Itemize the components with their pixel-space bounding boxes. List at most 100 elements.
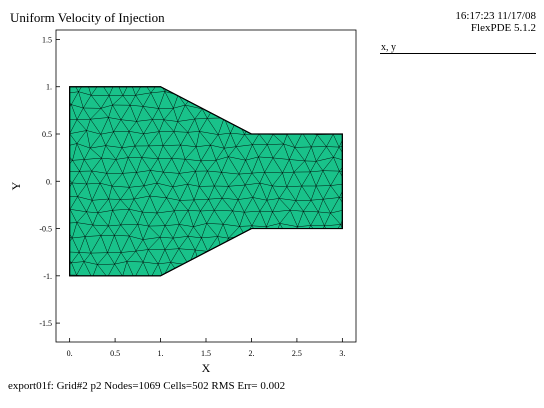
mesh-edge bbox=[243, 262, 252, 276]
mesh-edge bbox=[199, 118, 208, 132]
mesh-edge bbox=[108, 117, 122, 120]
mesh-edge bbox=[187, 236, 202, 239]
mesh-edge bbox=[244, 134, 253, 145]
status-footer: export01f: Grid#2 p2 Nodes=1069 Cells=50… bbox=[8, 380, 286, 392]
mesh-edge bbox=[108, 210, 113, 227]
mesh-edge bbox=[108, 198, 113, 211]
mesh-edge bbox=[208, 277, 218, 288]
mesh-edge bbox=[76, 222, 93, 226]
mesh-edge bbox=[134, 133, 144, 147]
x-tick-label: 0. bbox=[67, 349, 73, 358]
mesh-edge bbox=[340, 250, 343, 265]
mesh-edge bbox=[112, 104, 122, 120]
mesh-edge bbox=[257, 250, 266, 267]
mesh-edge bbox=[193, 186, 200, 200]
y-tick-label: -0.5 bbox=[39, 225, 52, 234]
mesh-edge bbox=[207, 118, 219, 135]
mesh-edge bbox=[244, 172, 253, 186]
mesh-edge bbox=[136, 172, 145, 186]
mesh-edge bbox=[158, 108, 165, 120]
mesh-edge bbox=[78, 86, 87, 92]
mesh-edge bbox=[164, 210, 175, 226]
mesh-edge bbox=[135, 249, 149, 252]
mesh-edge bbox=[76, 130, 87, 144]
mesh-edge bbox=[210, 134, 219, 146]
mesh-edge bbox=[257, 265, 269, 276]
mesh-edge bbox=[217, 86, 225, 93]
mesh-edge bbox=[330, 183, 343, 186]
mesh-edge bbox=[56, 275, 61, 290]
mesh-edge bbox=[90, 145, 106, 149]
mesh-edge bbox=[316, 161, 324, 171]
mesh-edge bbox=[172, 186, 180, 201]
mesh-edge bbox=[194, 108, 203, 120]
mesh-edge bbox=[185, 104, 195, 120]
mesh-edge bbox=[330, 237, 341, 251]
mesh-edge bbox=[223, 133, 231, 149]
mesh-edge bbox=[318, 211, 325, 226]
mesh-edge bbox=[290, 78, 301, 79]
mesh-edge bbox=[235, 86, 245, 93]
mesh-edge bbox=[171, 158, 180, 174]
mesh-edge bbox=[123, 276, 128, 289]
mesh-edge bbox=[267, 275, 281, 276]
mesh-edge bbox=[341, 92, 343, 96]
mesh-edge bbox=[251, 91, 261, 107]
mesh-edge bbox=[141, 157, 159, 159]
mesh-edge bbox=[243, 251, 252, 263]
mesh-edge bbox=[330, 197, 340, 214]
mesh-edge bbox=[101, 158, 107, 174]
mesh-edge bbox=[76, 274, 85, 276]
mesh-edge bbox=[91, 200, 99, 213]
mesh-edge bbox=[318, 211, 331, 214]
mesh-edge bbox=[274, 237, 288, 240]
mesh-edge bbox=[247, 278, 251, 291]
mesh-edge bbox=[143, 119, 153, 134]
plot-title: Uniform Velocity of Injection bbox=[10, 10, 165, 25]
mesh-edge bbox=[97, 252, 108, 265]
mesh-edge bbox=[294, 146, 312, 148]
mesh-edge bbox=[85, 235, 101, 237]
mesh-edge bbox=[195, 171, 200, 187]
mesh-edge bbox=[223, 148, 229, 157]
mesh-edge bbox=[143, 261, 159, 265]
mesh-edge bbox=[346, 174, 355, 184]
mesh-edge bbox=[101, 145, 106, 159]
mesh-edge bbox=[251, 210, 261, 226]
mesh-edge bbox=[111, 185, 121, 200]
mesh-edge bbox=[115, 159, 123, 174]
mesh-edge bbox=[272, 117, 282, 135]
mesh-edge bbox=[120, 119, 130, 132]
y-tick-label: 0. bbox=[46, 177, 52, 186]
mesh-edge bbox=[330, 209, 343, 214]
mesh-edge bbox=[341, 86, 343, 94]
mesh-edge bbox=[76, 261, 85, 276]
mesh-edge bbox=[326, 146, 340, 148]
x-axis-label: X bbox=[202, 361, 211, 375]
mesh-edge bbox=[316, 157, 334, 162]
mesh-edge bbox=[228, 186, 239, 200]
mesh-edge bbox=[312, 107, 318, 123]
mesh-edge bbox=[200, 160, 208, 172]
mesh-edge bbox=[76, 222, 86, 237]
mesh-edge bbox=[289, 210, 298, 227]
mesh-edge bbox=[184, 159, 196, 172]
mesh-edge bbox=[275, 107, 288, 109]
mesh-edge bbox=[324, 213, 331, 226]
mesh-edge bbox=[121, 145, 135, 148]
mesh-edge bbox=[214, 172, 222, 187]
mesh-edge bbox=[237, 184, 246, 200]
mesh-edge bbox=[71, 86, 79, 92]
mesh-edge bbox=[163, 276, 181, 277]
mesh-edge bbox=[206, 210, 215, 224]
mesh-edge bbox=[346, 237, 357, 250]
mesh-edge bbox=[247, 290, 259, 292]
mesh-edge bbox=[179, 170, 196, 174]
mesh-edge bbox=[123, 276, 135, 278]
mesh-edge bbox=[179, 173, 188, 185]
mesh-edge bbox=[129, 185, 144, 188]
mesh-edge bbox=[332, 93, 342, 110]
mesh-edge bbox=[282, 171, 294, 174]
mesh-edge bbox=[196, 277, 208, 278]
mesh-edge bbox=[266, 200, 273, 212]
